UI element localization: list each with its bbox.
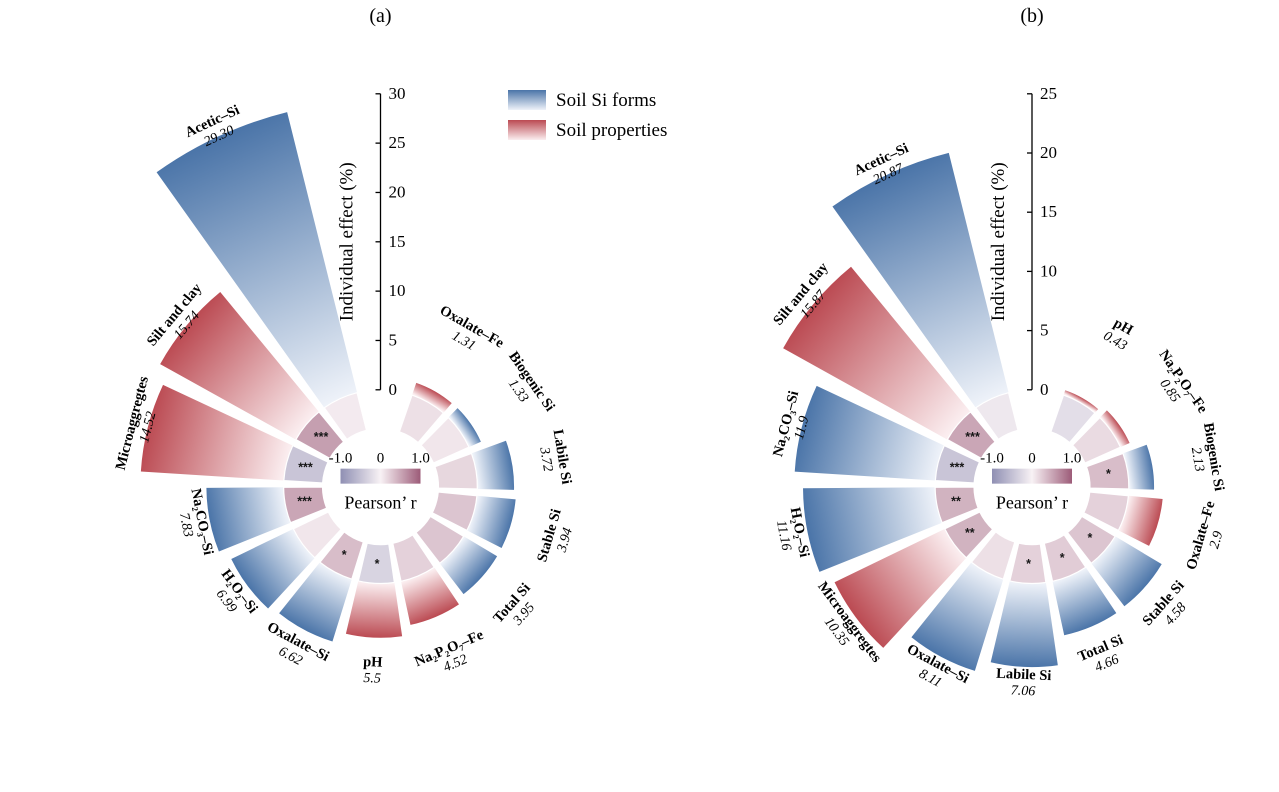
svg-text:***: *** [298,460,313,474]
svg-text:10: 10 [389,281,406,300]
svg-text:Labile Si: Labile Si [996,666,1052,684]
svg-text:5.5: 5.5 [363,671,381,687]
svg-text:15: 15 [389,232,406,251]
svg-text:Individual effect (%): Individual effect (%) [337,162,358,321]
svg-text:***: *** [965,430,980,444]
svg-text:7.83: 7.83 [176,511,195,538]
svg-text:Soil properties: Soil properties [556,120,667,141]
svg-text:1.0: 1.0 [1063,451,1082,467]
svg-text:Pearson’ r: Pearson’ r [996,493,1068,513]
svg-text:*: * [375,557,380,571]
svg-text:*: * [1087,531,1092,545]
svg-text:Pearson’ r: Pearson’ r [344,493,416,513]
svg-text:20: 20 [1040,143,1057,162]
svg-text:7.06: 7.06 [1010,683,1035,699]
svg-text:-1.0: -1.0 [329,451,353,467]
svg-text:0: 0 [1028,451,1036,467]
svg-text:*: * [1026,557,1031,571]
svg-text:Soil Si forms: Soil Si forms [556,90,656,111]
svg-text:25: 25 [389,133,406,152]
svg-text:Individual effect (%): Individual effect (%) [988,162,1009,321]
svg-text:5: 5 [1040,321,1049,340]
svg-text:25: 25 [1040,84,1057,103]
svg-text:0: 0 [377,451,385,467]
svg-text:*: * [1106,467,1111,481]
svg-text:**: ** [965,526,975,540]
svg-text:10: 10 [1040,261,1057,280]
svg-text:3.72: 3.72 [536,445,555,473]
svg-text:2.13: 2.13 [1188,446,1207,473]
svg-text:***: *** [314,430,329,444]
svg-text:-1.0: -1.0 [980,451,1004,467]
svg-text:***: *** [950,460,965,474]
svg-text:pH: pH [363,654,384,671]
svg-text:15: 15 [1040,202,1057,221]
svg-text:30: 30 [389,84,406,103]
svg-text:0: 0 [1040,380,1049,399]
svg-text:*: * [1060,551,1065,565]
svg-text:0: 0 [389,380,398,399]
svg-text:(a): (a) [369,5,391,27]
svg-text:***: *** [297,495,312,509]
svg-text:20: 20 [389,182,406,201]
svg-text:**: ** [951,495,961,509]
svg-text:5: 5 [389,330,398,349]
svg-text:*: * [342,548,347,562]
svg-text:(b): (b) [1020,5,1043,27]
svg-text:1.0: 1.0 [411,451,430,467]
